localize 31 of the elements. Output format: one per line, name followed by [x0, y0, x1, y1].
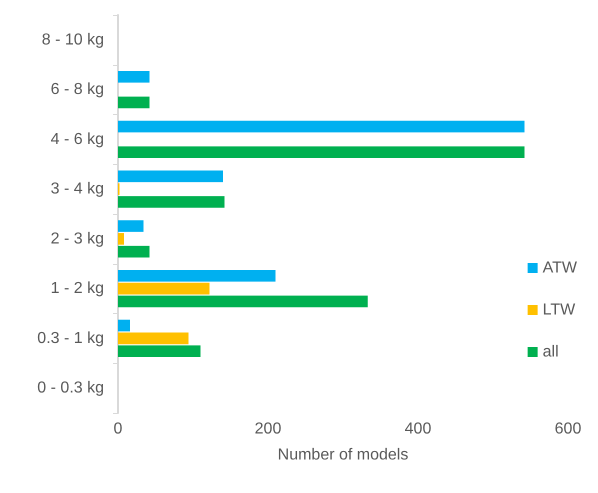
legend-label: LTW	[542, 302, 576, 318]
bar	[118, 270, 276, 282]
bar	[118, 120, 524, 132]
x-tick-label: 0	[114, 420, 123, 438]
bar	[118, 345, 200, 358]
x-tick-label: 600	[554, 420, 582, 438]
x-tick-label: 400	[404, 420, 432, 438]
y-tick-label: 1 - 2 kg	[50, 280, 104, 298]
bar	[118, 146, 524, 158]
bar	[118, 320, 130, 332]
bar	[118, 170, 223, 182]
y-tick-label: 0 - 0.3 kg	[37, 380, 104, 397]
bar	[118, 233, 124, 245]
y-tick-label: 6 - 8 kg	[50, 81, 104, 98]
legend-label: ATW	[542, 260, 578, 276]
bar	[118, 282, 210, 294]
bar	[118, 196, 224, 208]
bar	[118, 220, 144, 232]
bar	[118, 296, 368, 308]
x-axis-title: Number of models	[278, 446, 408, 464]
bar	[118, 332, 188, 344]
bar	[118, 96, 150, 108]
bar	[118, 246, 150, 258]
y-tick-label: 3 - 4 kg	[50, 180, 104, 198]
y-tick-label: 8 - 10 kg	[42, 31, 104, 48]
y-tick-label: 4 - 6 kg	[50, 130, 104, 148]
legend-label: all	[542, 344, 559, 360]
y-tick-label: 0.3 - 1 kg	[37, 330, 104, 347]
x-tick-label: 200	[254, 420, 282, 438]
y-tick-label: 2 - 3 kg	[50, 230, 104, 248]
bar	[118, 70, 150, 83]
